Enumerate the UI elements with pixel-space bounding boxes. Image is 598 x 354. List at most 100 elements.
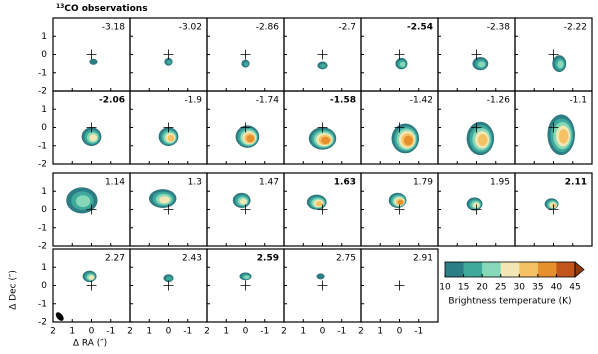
velocity-label: 1.47 [259,178,279,188]
colorbar-tick-label: 15 [458,283,469,293]
velocity-label: 1.3 [188,178,202,188]
center-cross [163,280,174,291]
y-tick-label: 0 [41,281,47,291]
center-cross [240,280,251,291]
center-cross [317,49,328,60]
emission-contour [477,61,486,68]
center-cross [394,204,405,215]
x-tick-label: -1 [414,327,423,337]
y-tick-label: -2 [38,160,47,170]
y-axis-label: Δ Dec (″) [9,270,19,310]
emission-contour [316,273,325,280]
x-tick-label: -1 [183,327,192,337]
y-tick-label: 1 [41,105,47,115]
x-tick-label: 1 [146,327,152,337]
velocity-label: 2.11 [565,178,587,188]
emission-contour [244,275,250,279]
x-tick-label: 2 [358,327,364,337]
emission-contour [239,198,247,205]
y-tick-label: -1 [38,223,47,233]
emission-contour [320,63,326,69]
velocity-label: -1.42 [410,96,433,106]
velocity-label: -3.02 [179,23,202,33]
emission-contour [315,201,323,207]
velocity-label: -1.58 [330,96,356,106]
colorbar-segment [519,262,539,277]
colorbar-segment [556,262,576,277]
center-cross [163,49,174,60]
velocity-label: -1.1 [569,96,587,106]
colorbar-segment [445,262,464,277]
x-tick-label: 0 [320,327,326,337]
y-tick-label: -1 [38,299,47,309]
emission-contour [243,61,249,67]
x-tick-label: -1 [337,327,346,337]
x-axis-label: Δ RA (″) [73,339,107,349]
colorbar-tick-label: 40 [551,283,563,293]
y-tick-label: -1 [38,141,47,151]
emission-contour [477,134,488,146]
velocity-label: 2.43 [182,254,202,264]
emission-contour [551,203,557,208]
x-tick-label: -1 [260,327,269,337]
emission-contour [557,60,564,69]
x-tick-label: -1 [106,327,115,337]
center-cross [394,49,405,60]
x-tick-label: 0 [243,327,249,337]
emission-contour [89,134,98,142]
velocity-label: 2.75 [336,254,356,264]
beam [55,312,64,321]
center-cross [86,49,97,60]
center-cross [471,122,482,133]
emission-contour [88,275,95,280]
center-cross [240,49,251,60]
emission-contour [167,134,175,142]
velocity-label: -2.06 [99,96,125,106]
velocity-label: 1.14 [105,178,125,188]
velocity-label: 2.91 [413,254,433,264]
emission-contour [403,135,413,146]
figure-title: 13CO observations [56,3,148,14]
velocity-label: -2.7 [338,23,356,33]
velocity-label: 2.27 [105,254,125,264]
x-tick-label: 2 [281,327,287,337]
velocity-label: 1.79 [413,178,433,188]
center-cross [240,204,251,215]
center-cross [163,204,174,215]
x-tick-label: 1 [69,327,75,337]
center-cross [163,122,174,133]
y-tick-label: 1 [41,187,47,197]
center-cross [548,49,559,60]
emission-contour [399,61,406,67]
center-cross [86,280,97,291]
x-tick-label: 0 [166,327,172,337]
center-cross [471,204,482,215]
emission-contour [159,196,170,204]
center-cross [317,122,328,133]
colorbar-segment [463,262,483,277]
velocity-label: -3.18 [102,23,126,33]
velocity-label: 1.63 [334,178,356,188]
x-tick-label: 1 [377,327,383,337]
y-tick-label: -1 [38,68,47,78]
emission-contour [166,60,172,65]
center-cross [86,204,97,215]
velocity-label: 1.95 [490,178,510,188]
center-cross [240,122,251,133]
colorbar-tick-label: 30 [514,283,526,293]
colorbar-tick-label: 20 [476,283,488,293]
emission-contour [166,276,172,281]
velocity-label: -2.22 [564,23,587,33]
x-tick-label: 2 [50,327,56,337]
center-cross [394,280,405,291]
y-tick-label: 1 [41,263,47,273]
velocity-label: -1.26 [487,96,511,106]
center-cross [471,49,482,60]
emission-contour [397,199,404,205]
emission-contour [75,195,91,208]
y-tick-label: 0 [41,50,47,60]
center-cross [317,204,328,215]
velocity-label: -2.86 [256,23,280,33]
center-cross [317,280,328,291]
